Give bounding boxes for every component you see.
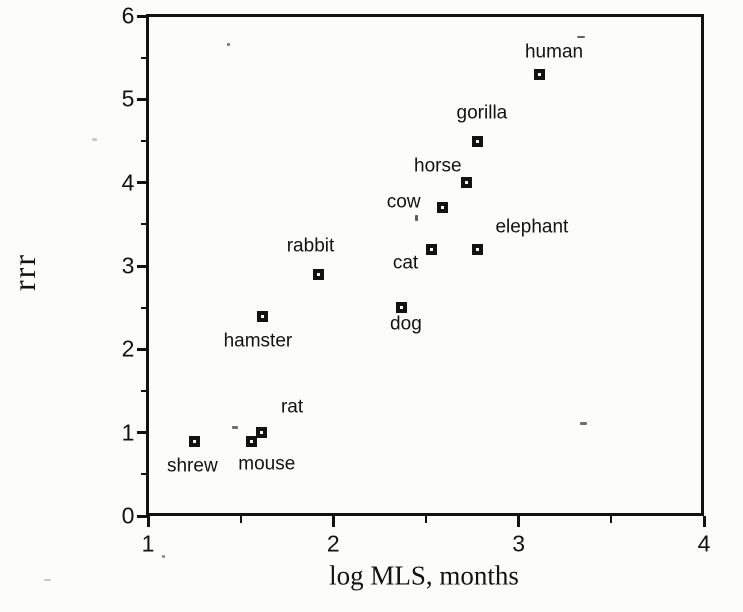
data-point-marker-mouse: [246, 435, 258, 447]
data-point-label-elephant: elephant: [495, 216, 569, 238]
data-point-label-cow: cow: [386, 191, 421, 213]
scan-noise-speck: [227, 43, 230, 46]
y-axis-major-tick: [137, 97, 148, 101]
x-axis-title: log MLS, months: [329, 560, 519, 591]
scan-noise-speck: [577, 36, 585, 38]
data-point-marker-rabbit: [313, 268, 324, 280]
y-axis-tick-label: 3: [121, 252, 135, 279]
marker-center-dot: [317, 272, 320, 276]
y-axis-tick-label: 2: [121, 335, 135, 362]
marker-center-dot: [465, 181, 469, 185]
data-point-label-human: human: [524, 41, 584, 63]
data-point-marker-rat: [255, 427, 267, 439]
x-axis-tick-label: 1: [141, 530, 155, 557]
scan-noise-speck: [44, 579, 51, 581]
plot-frame: [146, 14, 704, 516]
scan-noise-speck: [580, 422, 587, 425]
x-axis-minor-tick: [425, 516, 427, 523]
y-axis-tick-label: 6: [121, 2, 135, 29]
x-axis-major-tick: [517, 516, 521, 527]
data-point-marker-gorilla: [472, 135, 484, 147]
data-point-label-hamster: hamster: [223, 330, 293, 352]
y-axis-title: rrr: [6, 253, 42, 291]
data-point-marker-hamster: [257, 310, 269, 322]
marker-center-dot: [261, 314, 265, 318]
y-axis-major-tick: [137, 347, 148, 351]
data-point-marker-human: [533, 68, 545, 80]
y-axis-tick-label: 1: [121, 419, 135, 446]
marker-center-dot: [441, 206, 445, 210]
y-axis-major-tick: [137, 181, 148, 185]
data-point-marker-elephant: [472, 243, 484, 255]
data-point-label-rabbit: rabbit: [286, 235, 335, 257]
marker-center-dot: [476, 139, 480, 143]
data-point-marker-cow: [437, 202, 449, 214]
x-axis-major-tick: [702, 516, 706, 527]
x-axis-minor-tick: [610, 516, 613, 523]
scan-noise-speck: [162, 555, 165, 558]
x-axis-tick-label: 3: [512, 530, 526, 557]
data-point-label-dog: dog: [390, 313, 422, 335]
scan-noise-speck: [415, 215, 418, 221]
data-point-marker-horse: [461, 177, 473, 189]
marker-center-dot: [400, 306, 404, 310]
data-point-label-shrew: shrew: [166, 455, 218, 477]
marker-center-dot: [430, 247, 434, 251]
x-axis-major-tick: [146, 516, 150, 527]
marker-center-dot: [259, 431, 263, 435]
marker-center-dot: [250, 439, 254, 443]
y-axis-minor-tick: [141, 306, 148, 309]
x-axis-major-tick: [331, 516, 335, 527]
data-point-marker-cat: [426, 243, 438, 255]
data-point-marker-shrew: [188, 435, 200, 447]
x-axis-tick-label: 4: [697, 530, 711, 557]
y-axis-major-tick: [137, 14, 148, 18]
x-axis-minor-tick: [239, 516, 242, 523]
marker-center-dot: [537, 72, 541, 76]
data-point-label-horse: horse: [414, 155, 462, 177]
data-point-label-cat: cat: [392, 252, 419, 274]
y-axis-major-tick: [137, 264, 148, 268]
data-point-label-gorilla: gorilla: [456, 102, 508, 124]
marker-center-dot: [192, 439, 196, 443]
y-axis-tick-label: 4: [121, 169, 135, 196]
data-point-label-mouse: mouse: [238, 453, 296, 475]
data-point-marker-dog: [396, 302, 408, 314]
y-axis-minor-tick: [141, 390, 148, 392]
y-axis-tick-label: 5: [121, 85, 135, 112]
scan-noise-speck: [232, 426, 238, 429]
y-axis-minor-tick: [141, 56, 148, 59]
y-axis-minor-tick: [141, 223, 148, 226]
data-point-label-rat: rat: [280, 396, 304, 418]
marker-center-dot: [476, 247, 480, 251]
x-axis-tick-label: 2: [326, 530, 340, 557]
y-axis-major-tick: [137, 431, 148, 435]
y-axis-minor-tick: [141, 473, 148, 476]
scan-noise-speck: [92, 138, 97, 141]
y-axis-major-tick: [137, 514, 148, 518]
y-axis-minor-tick: [141, 140, 148, 142]
y-axis-tick-label: 0: [121, 502, 135, 529]
